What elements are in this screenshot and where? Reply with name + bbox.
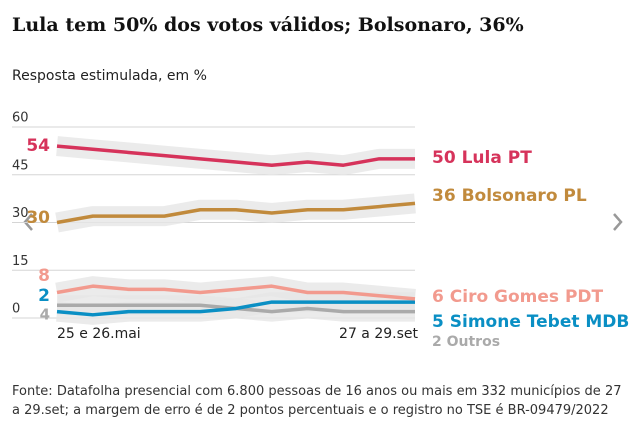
legend-entry: Ciro Gomes PDT — [450, 287, 604, 307]
x-tick-label: 25 e 26.mai — [57, 326, 141, 342]
x-tick-label: 27 a 29.set — [339, 326, 418, 342]
y-tick-label: 45 — [12, 158, 29, 173]
start-label: 54 — [26, 136, 50, 156]
chart-title: Lula tem 50% dos votos válidos; Bolsonar… — [12, 14, 524, 36]
end-label: 50 Lula PT — [432, 148, 532, 168]
y-tick-label: 15 — [12, 254, 29, 269]
series-line — [56, 201, 416, 225]
legend-entry: Outros — [447, 334, 500, 350]
start-label: 2 — [38, 286, 50, 306]
end-label: 6 Ciro Gomes PDT — [432, 287, 604, 307]
chart-subtitle: Resposta estimulada, em % — [12, 68, 207, 84]
end-value: 2 — [432, 334, 442, 350]
start-label: 4 — [40, 306, 50, 324]
legend-entry: Simone Tebet MDB — [450, 312, 630, 332]
y-tick-label: 30 — [12, 206, 29, 221]
legend-entry: Bolsonaro PL — [462, 186, 587, 206]
start-label: 8 — [38, 266, 50, 286]
legend-entry: Lula PT — [462, 148, 533, 168]
source-note: Fonte: Datafolha presencial com 6.800 pe… — [12, 384, 622, 418]
confidence-band — [55, 193, 416, 233]
y-tick-label: 60 — [12, 111, 29, 126]
series-line — [56, 300, 415, 317]
next-arrow[interactable] — [613, 213, 623, 231]
series-line — [56, 144, 415, 167]
end-label: 5 Simone Tebet MDB — [432, 312, 629, 332]
start-label: 30 — [26, 208, 50, 228]
y-tick-label: 0 — [12, 302, 20, 317]
end-label: 36 Bolsonaro PL — [432, 186, 587, 206]
chart: Lula tem 50% dos votos válidos; Bolsonar… — [12, 14, 629, 350]
end-label: 2 Outros — [432, 334, 500, 350]
end-value: 6 — [432, 287, 444, 307]
end-value: 50 — [432, 148, 456, 168]
end-value: 36 — [432, 186, 456, 206]
end-value: 5 — [432, 312, 444, 332]
series-line — [56, 284, 416, 301]
